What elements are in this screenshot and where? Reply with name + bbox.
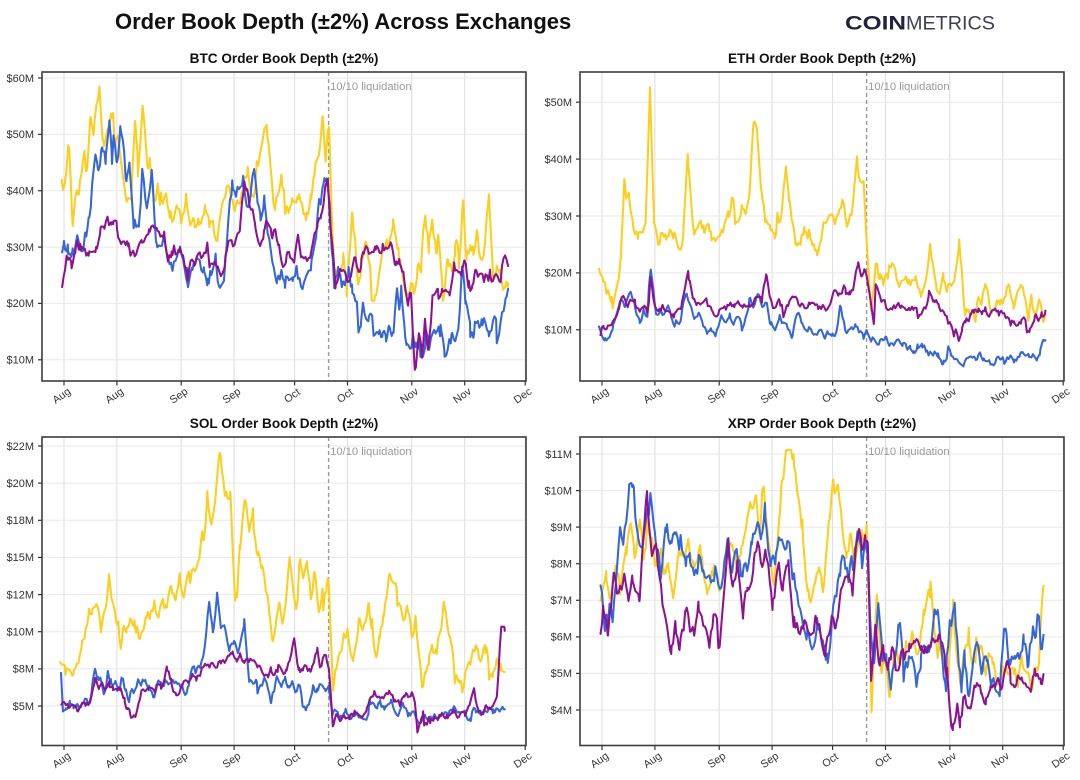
svg-text:$40M: $40M — [6, 186, 34, 198]
svg-text:$20M: $20M — [544, 268, 572, 280]
svg-text:$8M: $8M — [13, 664, 34, 676]
svg-text:$22M: $22M — [6, 441, 34, 453]
svg-text:$4M: $4M — [551, 705, 572, 717]
svg-text:$50M: $50M — [544, 97, 572, 109]
svg-text:$30M: $30M — [544, 211, 572, 223]
svg-text:10/10 liquidation: 10/10 liquidation — [868, 81, 950, 93]
svg-text:BTC Order Book Depth (±2%): BTC Order Book Depth (±2%) — [190, 51, 379, 66]
svg-text:$10M: $10M — [6, 355, 34, 367]
svg-text:10/10 liquidation: 10/10 liquidation — [330, 81, 412, 93]
svg-text:$30M: $30M — [6, 242, 34, 254]
svg-text:$5M: $5M — [551, 668, 572, 680]
svg-text:$12M: $12M — [6, 589, 34, 601]
svg-text:$11M: $11M — [545, 449, 572, 461]
svg-text:$15M: $15M — [6, 552, 34, 564]
svg-text:Order Book Depth (±2%) Across: Order Book Depth (±2%) Across Exchanges — [115, 9, 571, 34]
svg-text:COINMETRICS: COINMETRICS — [845, 13, 995, 35]
svg-text:XRP Order Book Depth (±2%): XRP Order Book Depth (±2%) — [728, 416, 917, 431]
svg-text:$20M: $20M — [6, 478, 34, 490]
svg-text:ETH Order Book Depth (±2%): ETH Order Book Depth (±2%) — [728, 51, 916, 66]
svg-text:10/10 liquidation: 10/10 liquidation — [868, 446, 950, 458]
svg-text:$10M: $10M — [544, 485, 572, 497]
svg-text:10/10 liquidation: 10/10 liquidation — [330, 446, 412, 458]
svg-text:$9M: $9M — [551, 522, 572, 534]
svg-text:$40M: $40M — [544, 154, 572, 166]
svg-text:$6M: $6M — [551, 632, 572, 644]
svg-text:$50M: $50M — [6, 129, 34, 141]
svg-text:$5M: $5M — [13, 701, 34, 713]
svg-text:$10M: $10M — [544, 325, 572, 337]
svg-text:$20M: $20M — [6, 298, 34, 310]
svg-text:$10M: $10M — [6, 627, 34, 639]
svg-text:$60M: $60M — [6, 73, 34, 85]
svg-text:$7M: $7M — [551, 595, 572, 607]
svg-text:SOL Order Book Depth (±2%): SOL Order Book Depth (±2%) — [190, 416, 378, 431]
svg-text:$8M: $8M — [551, 559, 572, 571]
svg-text:$18M: $18M — [6, 515, 34, 527]
